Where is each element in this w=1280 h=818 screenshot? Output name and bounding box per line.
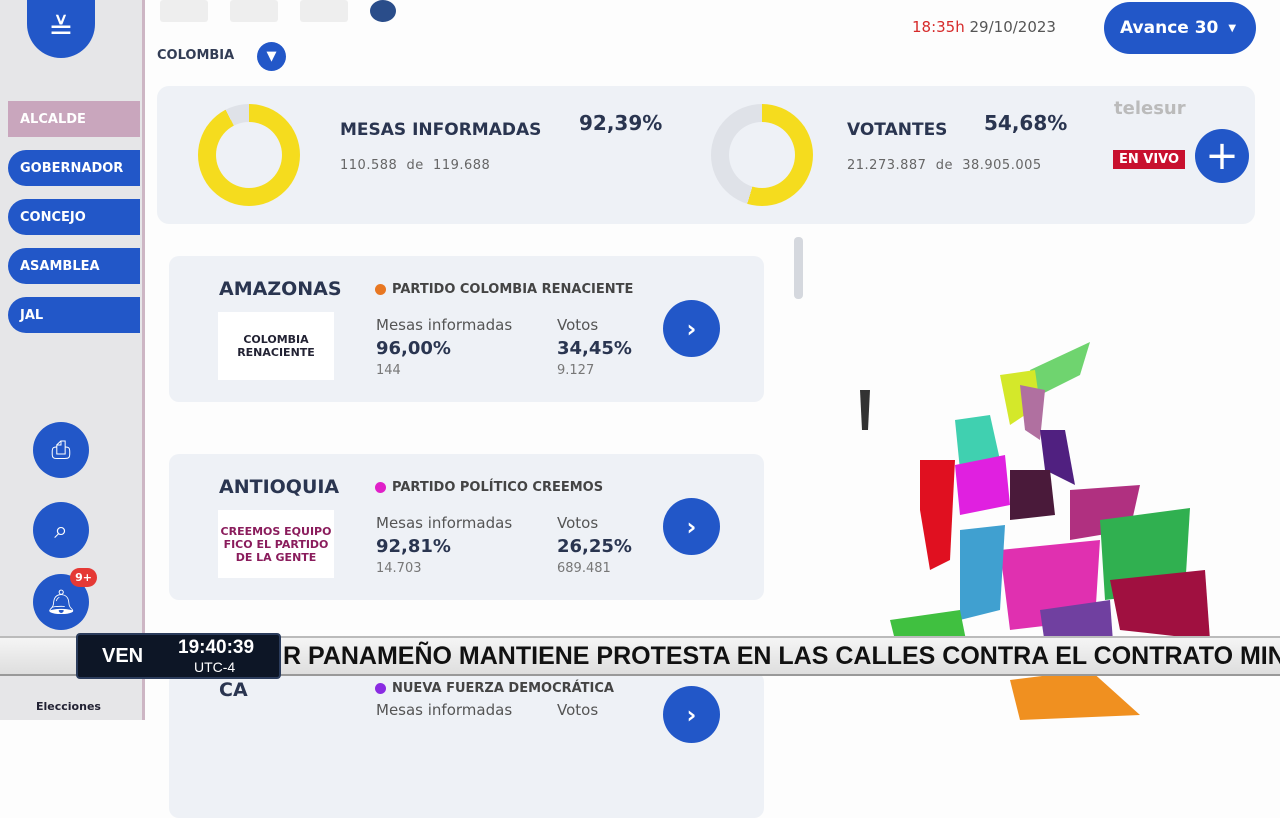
votos-label: Votos <box>557 316 599 334</box>
party-name: PARTIDO POLÍTICO CREEMOS <box>375 480 603 495</box>
colombia-map[interactable] <box>840 330 1220 720</box>
broadcast-clock: VEN 19:40:39 UTC-4 <box>76 633 281 679</box>
party-logo: COLOMBIA RENACIENTE <box>218 312 334 380</box>
country-label: COLOMBIA <box>157 48 235 63</box>
list-scrollbar[interactable] <box>794 237 803 299</box>
mesas-label: Mesas informadas <box>376 701 513 719</box>
clock-day: VEN <box>102 645 144 667</box>
summary-panel: MESAS INFORMADAS 92,39% 110.588 de 119.6… <box>157 86 1255 224</box>
footer-logo-text: Elecciones <box>36 700 101 713</box>
live-badge: EN VIVO <box>1113 150 1186 169</box>
clock-time: 19:40:39 <box>178 637 255 658</box>
sidebar-item-concejo[interactable]: CONCEJO <box>8 199 140 235</box>
votos-label: Votos <box>557 514 599 532</box>
map-region <box>1110 570 1210 640</box>
votantes-label: VOTANTES <box>847 120 948 140</box>
party-color-dot <box>375 482 386 493</box>
sidebar-item-gobernador[interactable]: GOBERNADOR <box>8 150 140 186</box>
menu-toggle-button[interactable]: ≚ <box>27 0 95 58</box>
mesas-count: 110.588 de 119.688 <box>340 158 491 173</box>
add-button[interactable]: + <box>1195 129 1249 183</box>
mesas-label: Mesas informadas <box>376 316 513 334</box>
registraduria-siglo-logo <box>300 0 348 22</box>
sidebar-item-asamblea[interactable]: ASAMBLEA <box>8 248 140 284</box>
department-name: ANTIOQUIA <box>219 476 340 498</box>
votos-count: 689.481 <box>557 561 611 576</box>
votantes-donut <box>711 104 813 206</box>
notifications-button[interactable]: 🔔︎ 9+ <box>33 568 97 630</box>
sidebar-item-jal[interactable]: JAL <box>8 297 140 333</box>
party-color-dot <box>375 284 386 295</box>
votos-pct: 34,45% <box>557 338 632 359</box>
map-island <box>860 390 870 430</box>
chevron-down-icon: ▼ <box>266 49 277 64</box>
country-dropdown-button[interactable]: ▼ <box>257 42 286 71</box>
votos-count: 9.127 <box>557 363 595 378</box>
search-icon: ⌕ <box>54 516 68 544</box>
bell-icon: 🔔︎ <box>45 588 77 616</box>
party-color-dot <box>375 683 386 694</box>
map-region <box>955 415 1000 470</box>
party-name: PARTIDO COLOMBIA RENACIENTE <box>375 282 633 297</box>
plus-icon: + <box>1205 133 1239 179</box>
mesas-donut <box>198 104 300 206</box>
department-name: AMAZONAS <box>219 278 342 300</box>
votantes-pct: 54,68% <box>984 111 1068 135</box>
elecciones-logo <box>230 0 278 22</box>
map-region <box>960 525 1005 620</box>
registraduria-logo <box>160 0 208 22</box>
clock-timezone: UTC-4 <box>194 659 236 675</box>
notification-badge: 9+ <box>70 568 97 587</box>
chevron-right-icon: › <box>686 314 697 343</box>
open-department-button[interactable]: › <box>663 686 720 743</box>
department-name: CA <box>219 679 248 701</box>
party-logo: CREEMOS EQUIPO FICO EL PARTIDO DE LA GEN… <box>218 510 334 578</box>
map-region <box>1010 470 1055 520</box>
map-region <box>1030 342 1090 395</box>
department-card: ANTIOQUIA PARTIDO POLÍTICO CREEMOS CREEM… <box>169 454 764 600</box>
print-icon: ⎙ <box>51 436 71 464</box>
chevron-down-icon: ▼ <box>1228 22 1237 34</box>
mesas-pct: 92,39% <box>579 111 663 135</box>
open-department-button[interactable]: › <box>663 498 720 555</box>
open-department-button[interactable]: › <box>663 300 720 357</box>
map-region <box>1010 670 1140 720</box>
telesur-logo: telesur <box>1114 98 1186 119</box>
ticker-text: R PANAMEÑO MANTIENE PROTESTA EN LAS CALL… <box>283 642 1280 670</box>
chevron-right-icon: › <box>686 700 697 729</box>
search-button[interactable]: ⌕ <box>33 502 89 558</box>
votos-label: Votos <box>557 701 599 719</box>
institution-logos <box>160 0 396 22</box>
sidebar: ≚ ALCALDE GOBERNADOR CONCEJO ASAMBLEA JA… <box>0 0 145 720</box>
sidebar-item-alcalde[interactable]: ALCALDE <box>8 101 140 137</box>
timestamp: 18:35h 29/10/2023 <box>912 18 1056 36</box>
department-card: AMAZONAS PARTIDO COLOMBIA RENACIENTE COL… <box>169 256 764 402</box>
mesas-count: 144 <box>376 363 401 378</box>
print-button[interactable]: ⎙ <box>33 422 89 478</box>
mesas-pct: 92,81% <box>376 536 451 557</box>
seal-logo <box>370 0 396 22</box>
department-card: CA NUEVA FUERZA DEMOCRÁTICA Mesas inform… <box>169 672 764 818</box>
party-name: NUEVA FUERZA DEMOCRÁTICA <box>375 681 614 696</box>
chevron-right-icon: › <box>686 512 697 541</box>
map-region <box>1020 385 1045 440</box>
mesas-label: Mesas informadas <box>376 514 513 532</box>
avance-dropdown[interactable]: Avance 30 ▼ <box>1104 2 1256 54</box>
map-region <box>955 455 1010 515</box>
mesas-pct: 96,00% <box>376 338 451 359</box>
votantes-count: 21.273.887 de 38.905.005 <box>847 158 1042 173</box>
votos-pct: 26,25% <box>557 536 632 557</box>
mesas-count: 14.703 <box>376 561 422 576</box>
map-region <box>920 460 955 570</box>
mesas-label: MESAS INFORMADAS <box>340 120 542 140</box>
